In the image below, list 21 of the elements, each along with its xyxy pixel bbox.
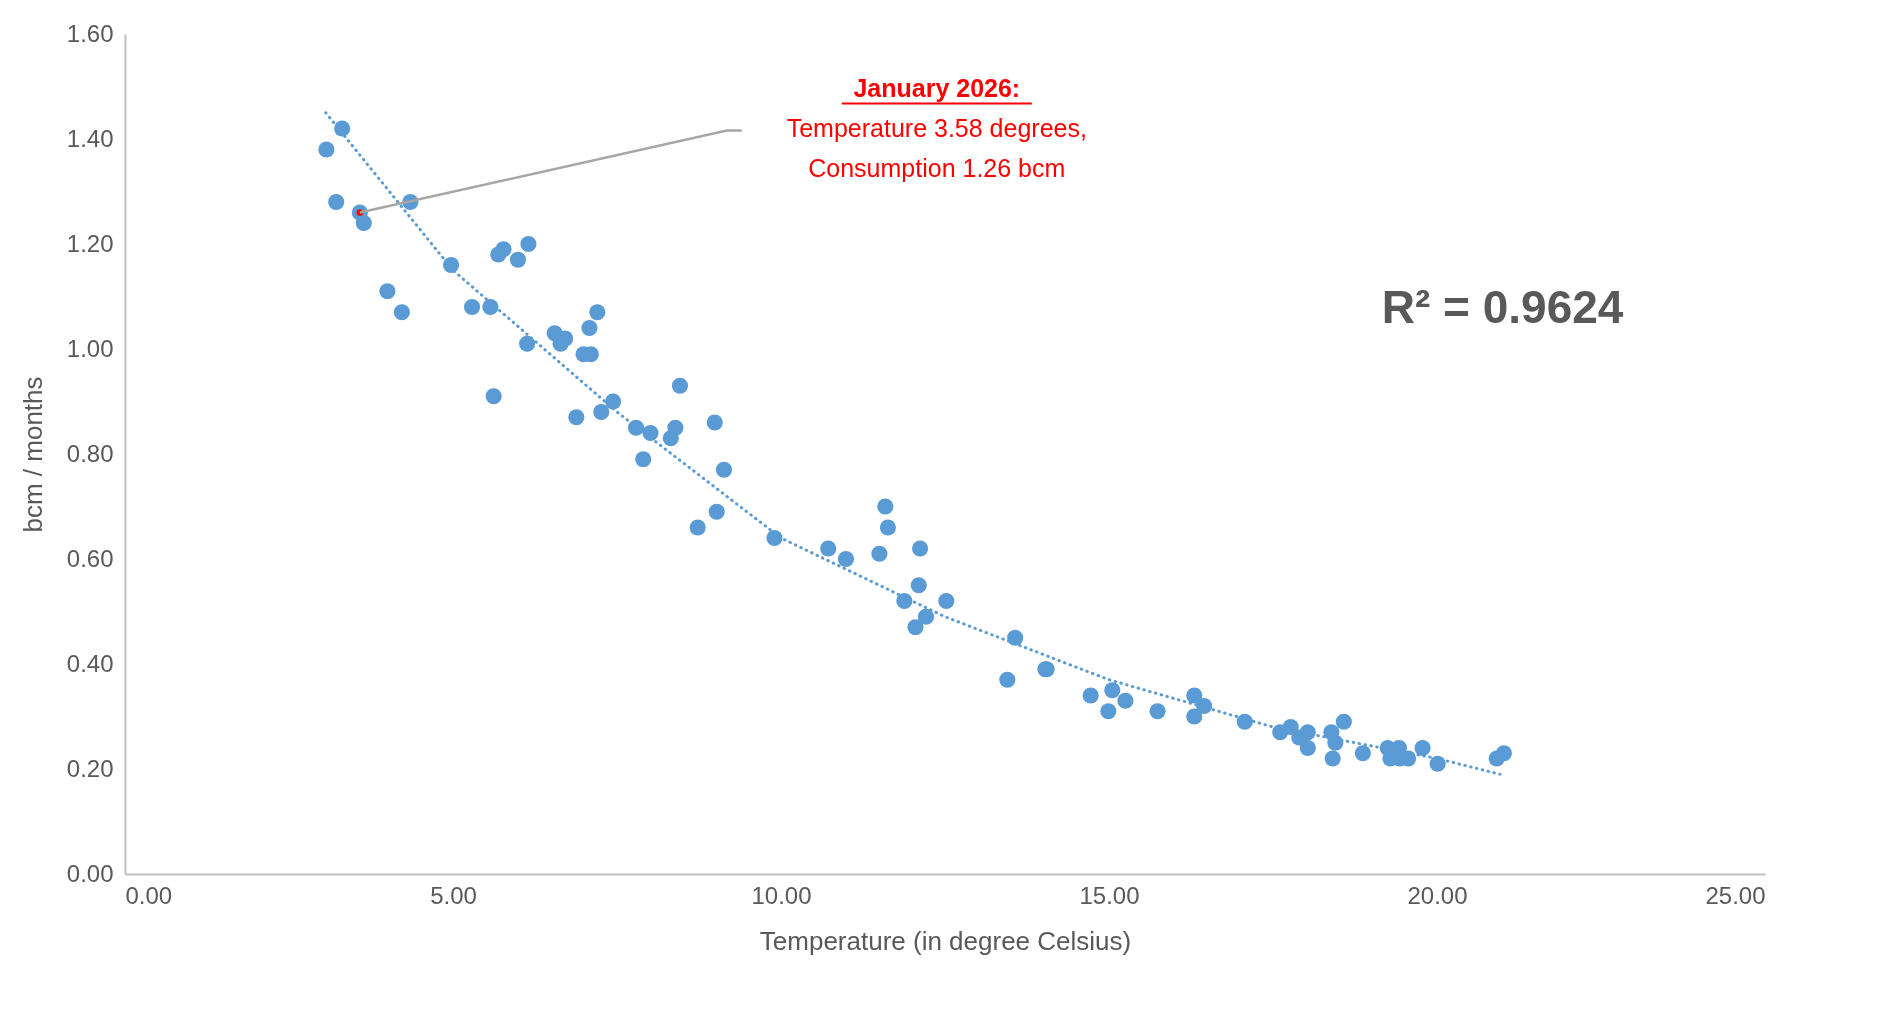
y-tick-label: 0.20 [66,754,114,782]
y-tick-label: 1.40 [66,124,114,152]
x-tick-label: 15.00 [1079,881,1140,909]
x-tick-label: 0.00 [125,881,173,909]
annotation: R² = 0.9624 [1381,280,1624,333]
y-tick-label: 1.60 [66,19,114,47]
y-tick-label: 1.00 [66,334,114,362]
y-tick-label: 1.20 [66,229,114,257]
annotation: Temperature 3.58 degrees, [786,113,1087,142]
y-tick-label: 0.40 [66,649,114,677]
y-tick-label: 0.80 [66,439,114,467]
y-axis-title: bcm / months [17,376,48,533]
x-axis-title: Temperature (in degree Celsius) [759,925,1132,956]
annotation: Consumption 1.26 bcm [808,153,1066,182]
y-tick-label: 0.00 [66,859,114,887]
annotation: January 2026: [853,73,1021,102]
x-tick-label: 5.00 [430,881,477,909]
x-tick-label: 20.00 [1407,881,1468,909]
y-tick-label: 0.60 [66,544,114,572]
x-tick-label: 10.00 [751,881,812,909]
x-tick-label: 25.00 [1705,881,1766,909]
